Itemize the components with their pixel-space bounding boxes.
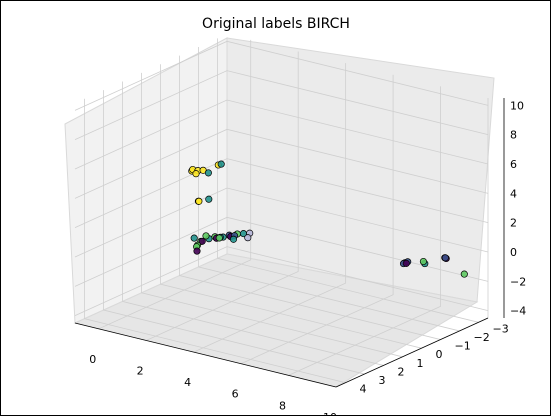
data-point: [198, 237, 206, 245]
data-point: [192, 170, 200, 178]
x-gridline: [193, 63, 347, 353]
y-tick-label: 2: [398, 365, 405, 378]
axes-panes: [64, 37, 495, 388]
data-point: [205, 195, 213, 203]
z-tick-label: 0: [510, 246, 517, 259]
data-point: [193, 247, 201, 255]
y-tick-label: 0: [436, 348, 443, 361]
data-point: [229, 235, 238, 243]
y-tick-label: −2: [474, 331, 490, 344]
chart-title: Original labels BIRCH: [202, 16, 350, 32]
y-tick-label: 3: [379, 374, 386, 387]
data-points: [188, 160, 468, 278]
data-point: [215, 234, 223, 242]
x-tick-label: 4: [184, 376, 191, 389]
data-point: [402, 259, 410, 267]
z-gridline: [74, 216, 489, 287]
y-gridline: [179, 55, 441, 340]
z-gridline: [74, 70, 489, 141]
y-gridline: [141, 72, 403, 358]
z-gridline: [74, 158, 489, 229]
z-gridline: [74, 128, 489, 199]
z-gridline: [74, 40, 489, 111]
y-tick-label: 4: [360, 383, 367, 396]
x-gridline: [146, 51, 299, 341]
y-axis-line: [335, 317, 489, 388]
data-point: [204, 169, 212, 177]
data-point: [190, 234, 198, 242]
z-gridline: [74, 246, 489, 317]
z-tick-label: −4: [510, 305, 526, 318]
x-axis-line: [74, 322, 337, 388]
z-tick-label: 2: [510, 217, 517, 230]
x-tick-label: 2: [137, 364, 144, 377]
y-gridline: [84, 98, 346, 384]
gridlines: [74, 38, 489, 388]
data-point: [244, 234, 252, 242]
data-point: [460, 270, 468, 278]
y-tick-label: −3: [493, 322, 509, 335]
axis-lines: [74, 98, 505, 388]
data-point: [202, 232, 210, 240]
y-gridline: [122, 81, 384, 366]
y-gridline: [217, 38, 479, 323]
x-tick-label: 6: [232, 388, 239, 401]
data-point: [217, 160, 225, 168]
z-tick-label: −2: [510, 275, 526, 288]
z-gridline: [74, 99, 489, 170]
y-tick-label: −1: [455, 340, 471, 353]
y-gridline: [103, 90, 365, 375]
data-point: [441, 254, 449, 262]
x-tick-label: 0: [89, 353, 96, 366]
x-gridline: [240, 74, 394, 365]
x-gridline: [288, 86, 441, 376]
x-tick-label: 10: [323, 411, 337, 415]
y-gridline: [198, 46, 460, 332]
data-point: [419, 257, 427, 266]
z-tick-label: 8: [510, 129, 517, 142]
x-gridline: [98, 39, 252, 330]
y-gridline: [160, 64, 422, 349]
x-tick-label: 8: [279, 399, 286, 412]
data-point: [195, 197, 203, 205]
z-gridline: [74, 187, 489, 258]
z-tick-label: 6: [510, 158, 517, 171]
z-tick-label: 10: [510, 99, 524, 112]
z-tick-label: 4: [510, 187, 517, 200]
y-tick-label: 1: [417, 357, 424, 370]
